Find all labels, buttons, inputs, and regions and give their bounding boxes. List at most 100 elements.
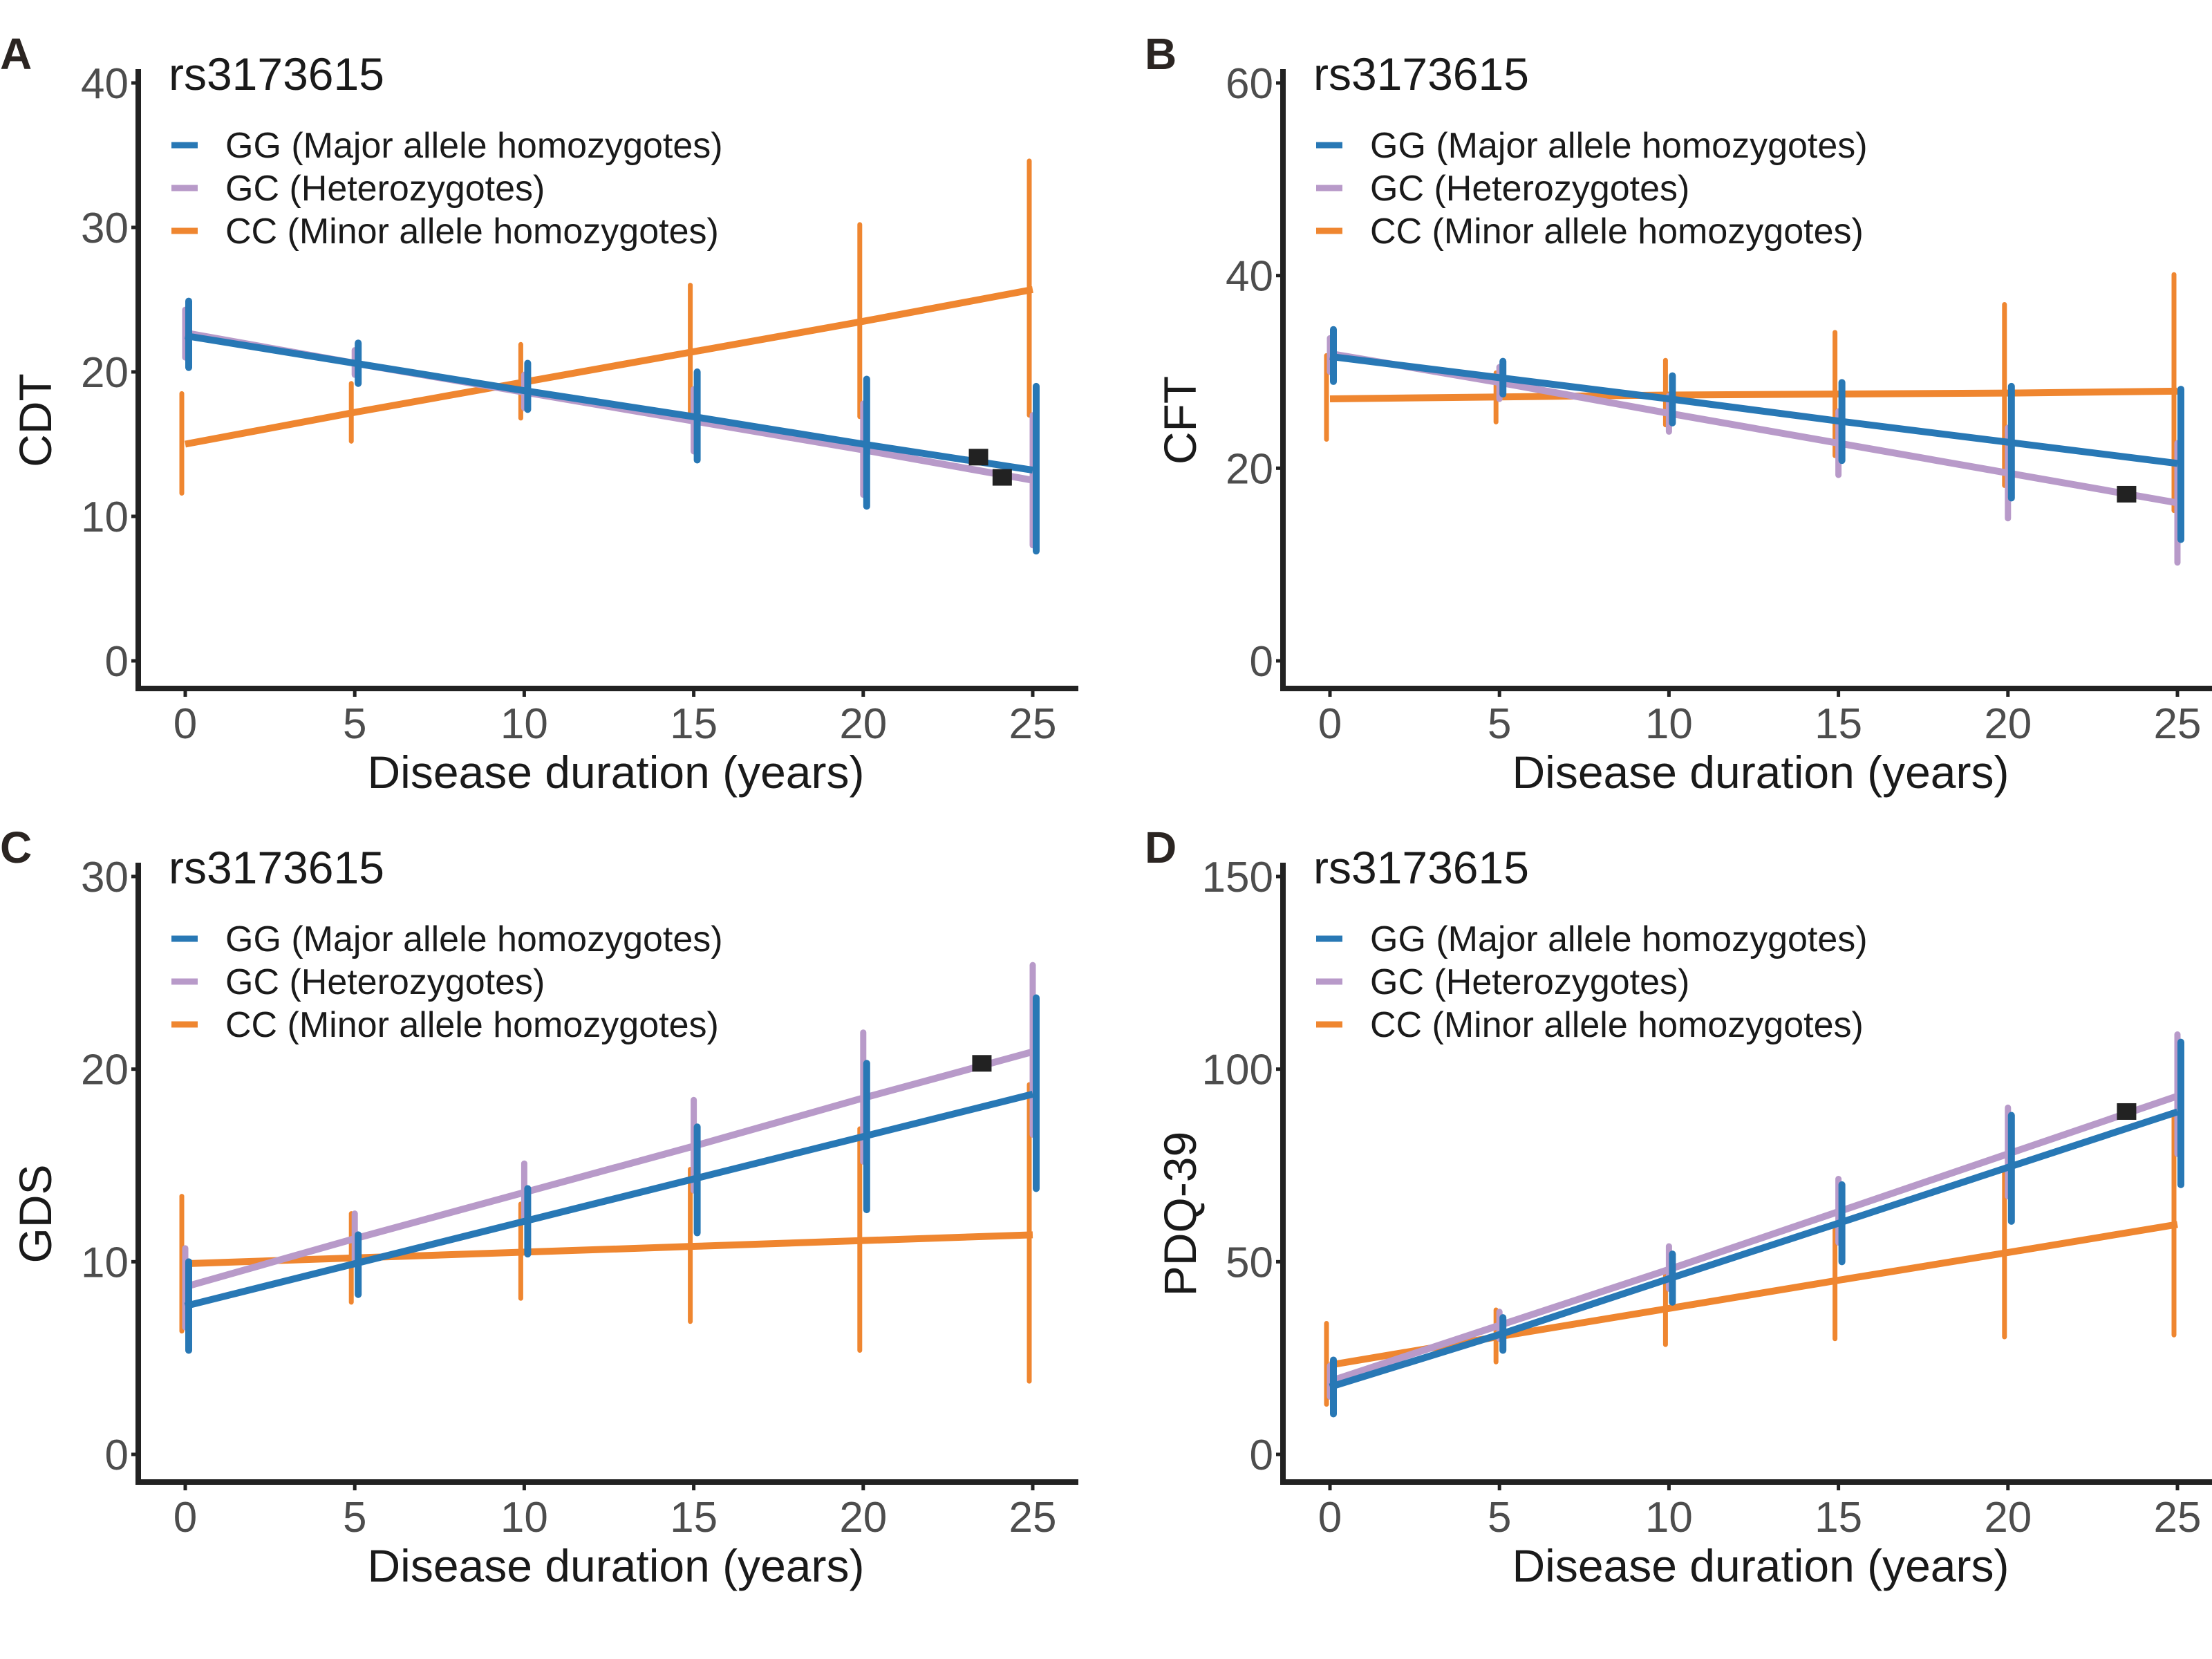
y-tick-label: 20 bbox=[1226, 445, 1273, 493]
panel-letter: B bbox=[1145, 29, 1177, 79]
y-tick-label: 100 bbox=[1202, 1047, 1273, 1094]
legend-title: rs3173615 bbox=[169, 48, 384, 100]
x-tick-label: 5 bbox=[1488, 700, 1511, 748]
legend-title: rs3173615 bbox=[1313, 48, 1529, 100]
series-GG bbox=[1329, 1038, 2184, 1418]
legend: rs3173615 GG (Major allele homozygotes)GC… bbox=[169, 48, 723, 252]
legend: rs3173615 GG (Major allele homozygotes)GC… bbox=[1313, 48, 1868, 252]
y-axis-title: GDS bbox=[10, 1164, 61, 1263]
x-tick-label: 20 bbox=[1984, 1494, 2032, 1541]
series-CC bbox=[1324, 1113, 2178, 1407]
series-GC bbox=[182, 306, 1036, 549]
y-tick-label: 10 bbox=[81, 494, 129, 541]
x-tick-label: 25 bbox=[2154, 700, 2202, 748]
x-tick-label: 10 bbox=[1645, 700, 1693, 748]
y-axis-title: CDT bbox=[10, 373, 61, 467]
x-tick-label: 5 bbox=[343, 1494, 366, 1541]
trend-line-GG bbox=[1329, 353, 2178, 467]
y-tick-label: 0 bbox=[1250, 638, 1273, 686]
x-tick-label: 15 bbox=[670, 700, 718, 748]
significance-marker bbox=[968, 449, 988, 466]
significance-marker bbox=[2117, 485, 2137, 503]
y-tick-label: 30 bbox=[81, 854, 129, 901]
legend-title: rs3173615 bbox=[1313, 842, 1529, 893]
legend-label-GG: GG (Major allele homozygotes) bbox=[1370, 919, 1868, 959]
x-tick-label: 20 bbox=[839, 1494, 887, 1541]
legend: rs3173615 GG (Major allele homozygotes)GC… bbox=[169, 842, 723, 1045]
y-tick-label: 40 bbox=[1226, 253, 1273, 301]
legend-label-GC: GC (Heterozygotes) bbox=[1370, 962, 1689, 1002]
y-tick-label: 10 bbox=[81, 1239, 129, 1286]
x-tick-label: 0 bbox=[1318, 1494, 1342, 1541]
trend-line-GC bbox=[184, 1048, 1034, 1291]
y-tick-label: 40 bbox=[81, 60, 129, 108]
y-tick-label: 0 bbox=[105, 638, 129, 686]
panel-A: A 0 10 20 30 40 0 5 10 15 20 25 Disease duration (ye… bbox=[0, 29, 1078, 798]
trend-line-CC bbox=[1329, 1221, 2178, 1369]
y-tick-label: 60 bbox=[1226, 60, 1273, 108]
trend-line-CC bbox=[185, 1231, 1033, 1268]
x-tick-label: 0 bbox=[174, 1494, 197, 1541]
x-axis-title: Disease duration (years) bbox=[1512, 1540, 2009, 1591]
y-tick-label: 50 bbox=[1226, 1239, 1273, 1286]
x-tick-label: 20 bbox=[839, 700, 887, 748]
series-GC bbox=[1327, 1031, 2181, 1400]
trend-line-CC bbox=[185, 285, 1033, 448]
x-tick-label: 25 bbox=[2154, 1494, 2202, 1541]
trend-line-GG bbox=[185, 332, 1033, 474]
series-GG bbox=[1329, 326, 2184, 543]
trend-line-GG bbox=[1329, 1108, 2179, 1391]
x-tick-label: 15 bbox=[670, 1494, 718, 1541]
trend-line-GC bbox=[1329, 350, 2178, 507]
y-tick-label: 30 bbox=[81, 205, 129, 252]
x-tick-label: 10 bbox=[500, 1494, 548, 1541]
legend-label-GC: GC (Heterozygotes) bbox=[1370, 169, 1689, 209]
y-axis-title: PDQ-39 bbox=[1154, 1132, 1206, 1296]
panel-D: D 0 50 100 150 0 5 10 15 20 25 Disease duration (ye… bbox=[1145, 823, 2212, 1591]
panel-letter: D bbox=[1145, 823, 1177, 872]
significance-marker bbox=[992, 469, 1012, 486]
panel-letter: C bbox=[0, 823, 32, 872]
trend-line-CC bbox=[1329, 387, 2178, 403]
x-tick-label: 15 bbox=[1815, 1494, 1862, 1541]
x-tick-label: 5 bbox=[1488, 1494, 1511, 1541]
panel-C: C 0 10 20 30 0 5 10 15 20 25 Disease duration (year… bbox=[0, 823, 1078, 1591]
significance-marker bbox=[972, 1055, 992, 1072]
x-tick-label: 25 bbox=[1009, 700, 1057, 748]
legend-label-CC: CC (Minor allele homozygotes) bbox=[1370, 212, 1864, 252]
x-tick-label: 20 bbox=[1984, 700, 2032, 748]
legend-label-CC: CC (Minor allele homozygotes) bbox=[1370, 1005, 1864, 1045]
x-tick-label: 0 bbox=[1318, 700, 1342, 748]
series-GG bbox=[185, 297, 1040, 555]
panel-B: B 0 20 40 60 0 5 10 15 20 25 Disease duration (year… bbox=[1145, 29, 2212, 798]
x-axis-title: Disease duration (years) bbox=[1512, 747, 2009, 798]
legend: rs3173615 GG (Major allele homozygotes)GC… bbox=[1313, 842, 1868, 1045]
panel-letter: A bbox=[0, 29, 32, 79]
y-tick-label: 20 bbox=[81, 349, 129, 397]
trend-line-GC bbox=[1329, 1092, 2179, 1385]
significance-marker bbox=[2117, 1103, 2137, 1120]
legend-label-GG: GG (Major allele homozygotes) bbox=[225, 919, 723, 959]
x-tick-label: 0 bbox=[174, 700, 197, 748]
x-tick-label: 10 bbox=[1645, 1494, 1693, 1541]
legend-label-CC: CC (Minor allele homozygotes) bbox=[225, 1005, 719, 1045]
legend-label-GC: GC (Heterozygotes) bbox=[225, 962, 545, 1002]
legend-label-GC: GC (Heterozygotes) bbox=[225, 169, 545, 209]
y-tick-label: 0 bbox=[1250, 1432, 1273, 1479]
x-tick-label: 5 bbox=[343, 700, 366, 748]
legend-label-CC: CC (Minor allele homozygotes) bbox=[225, 212, 719, 252]
series-CC bbox=[179, 1082, 1033, 1384]
legend-label-GG: GG (Major allele homozygotes) bbox=[1370, 126, 1868, 166]
x-tick-label: 10 bbox=[500, 700, 548, 748]
trend-line-GG bbox=[184, 1091, 1034, 1310]
series-CC bbox=[179, 158, 1033, 496]
x-tick-label: 25 bbox=[1009, 1494, 1057, 1541]
y-tick-label: 20 bbox=[81, 1047, 129, 1094]
x-axis-title: Disease duration (years) bbox=[368, 1540, 865, 1591]
legend-title: rs3173615 bbox=[169, 842, 384, 893]
series-CC bbox=[1324, 272, 2178, 514]
y-tick-label: 0 bbox=[105, 1432, 129, 1479]
x-tick-label: 15 bbox=[1815, 700, 1862, 748]
series-GG bbox=[184, 994, 1040, 1354]
